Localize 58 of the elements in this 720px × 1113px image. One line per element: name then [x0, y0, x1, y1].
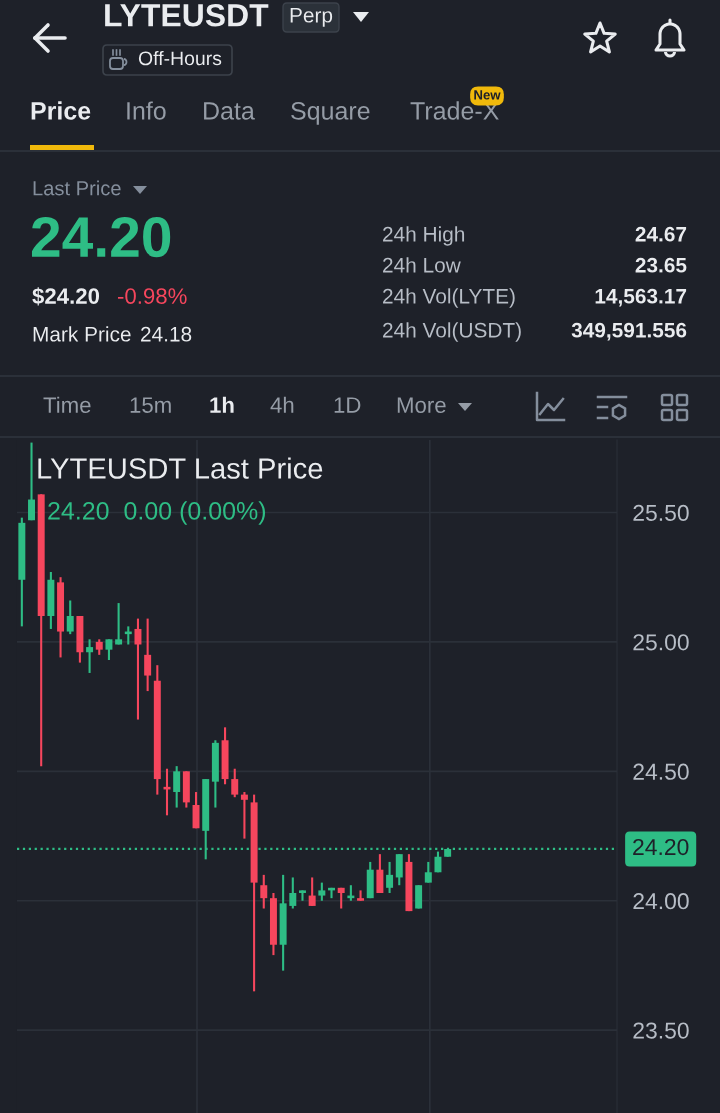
candlestick [289, 876, 297, 910]
text: Square [291, 102, 370, 125]
candlestick [386, 860, 394, 895]
candlestick [173, 765, 181, 809]
text: -0.98% [117, 288, 187, 304]
text: Info [127, 101, 166, 120]
text: Perp [290, 8, 333, 27]
candlestick [260, 873, 268, 910]
text: Trade-X [410, 101, 499, 120]
text: 14,563.17 [595, 288, 687, 307]
candlestick [376, 853, 384, 895]
text: 24h Low [383, 257, 461, 273]
text: Mark Price [33, 326, 131, 342]
text: 4h [270, 396, 294, 413]
text: 1D [334, 397, 361, 413]
text: LYTEUSDT [105, 3, 269, 27]
candlestick [240, 790, 248, 840]
candlestick [192, 790, 200, 830]
y-tick-label: 25.00 [633, 634, 689, 651]
text: 1h [210, 396, 234, 413]
candlestick [415, 884, 423, 910]
y-tick-label: 24.50 [633, 763, 689, 780]
text: $24.20 [32, 287, 100, 306]
text: 24h Vol(LYTE) [383, 288, 515, 308]
candlestick [308, 876, 316, 907]
text: New [474, 90, 501, 100]
candlestick [395, 853, 403, 887]
text: 23.65 [635, 257, 687, 273]
candlestick [105, 638, 113, 662]
text: Last Price [33, 180, 121, 196]
candlestick [231, 767, 239, 799]
candlestick [299, 889, 306, 902]
text: Data [204, 102, 255, 120]
candlestick [424, 860, 432, 884]
text: 15m [130, 397, 171, 413]
text: 24h Vol(USDT) [383, 322, 521, 342]
text: 24.18 [141, 326, 192, 342]
text: Price [31, 101, 91, 120]
ref-line-label: 24.20 [633, 838, 689, 856]
chart-title: LYTEUSDT Last Price [38, 457, 323, 479]
text: 349,591.556 [571, 322, 687, 341]
text: 24.20 0.00 (0.00%) [48, 501, 266, 525]
text: 24h High [383, 226, 465, 246]
candlestick [115, 602, 123, 646]
candlestick [144, 617, 152, 693]
text: More [397, 397, 446, 413]
y-tick-label: 23.50 [633, 1022, 689, 1039]
y-tick-label: 24.00 [633, 893, 689, 910]
candlestick [66, 599, 74, 636]
text: 24.67 [635, 226, 687, 242]
candlestick [28, 441, 35, 522]
candlestick [318, 881, 326, 902]
y-tick-label: 25.50 [633, 504, 689, 522]
text: Time [43, 396, 91, 413]
candlestick [134, 617, 142, 721]
candlestick [86, 638, 94, 674]
text: 24.20 [31, 216, 171, 258]
text: Off-Hours [138, 50, 222, 66]
